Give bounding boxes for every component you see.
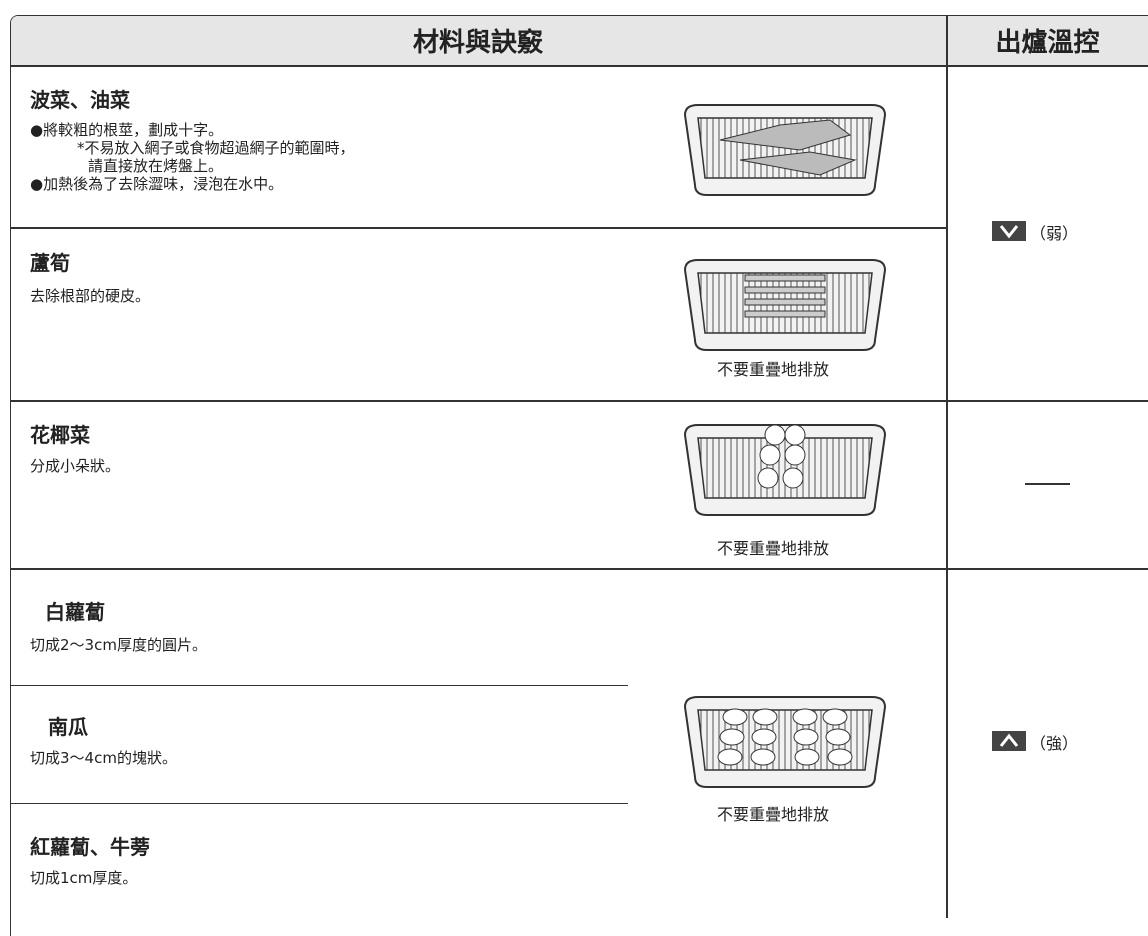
caption: 不要重疊地排放 bbox=[717, 539, 830, 558]
item-note: ●加熱後為了去除澀味，浸泡在水中。 bbox=[30, 175, 284, 193]
item-note: 去除根部的硬皮。 bbox=[30, 287, 151, 305]
row-rule bbox=[10, 227, 946, 229]
item-name: 紅蘿蔔、牛蒡 bbox=[30, 835, 150, 859]
no-control-dash bbox=[1025, 483, 1070, 485]
tray-illustration bbox=[680, 682, 890, 792]
item-note: *不易放入網子或食物超過網子的範圍時， bbox=[77, 139, 355, 157]
control-label: （強） bbox=[1030, 734, 1079, 753]
tray-illustration bbox=[680, 90, 890, 200]
sub-rule bbox=[10, 803, 628, 804]
table-frame bbox=[10, 15, 1148, 936]
caption: 不要重疊地排放 bbox=[717, 805, 830, 824]
row-rule bbox=[10, 568, 1148, 570]
tray-illustration bbox=[680, 245, 890, 355]
item-name: 蘆筍 bbox=[30, 251, 70, 275]
control-label: （弱） bbox=[1030, 224, 1079, 243]
item-note: 切成3～4cm的塊狀。 bbox=[30, 749, 177, 767]
item-note: 請直接放在烤盤上。 bbox=[88, 157, 224, 175]
header-control: 出爐溫控 bbox=[995, 28, 1100, 58]
tray-illustration bbox=[680, 410, 890, 520]
item-name: 波菜、油菜 bbox=[30, 88, 130, 112]
header-materials: 材料與訣竅 bbox=[412, 28, 543, 58]
weak-icon bbox=[992, 221, 1026, 241]
item-note: 分成小朵狀。 bbox=[30, 457, 121, 475]
item-note: 切成2～3cm厚度的圓片。 bbox=[30, 636, 207, 654]
item-note: 切成1cm厚度。 bbox=[30, 869, 138, 887]
item-name: 南瓜 bbox=[48, 715, 88, 739]
sub-rule bbox=[10, 685, 628, 686]
header-rule bbox=[10, 65, 1148, 67]
column-rule bbox=[946, 15, 948, 918]
item-name: 花椰菜 bbox=[30, 423, 90, 447]
strong-icon bbox=[992, 731, 1026, 751]
item-name: 白蘿蔔 bbox=[45, 600, 105, 624]
item-note: ●將較粗的根莖，劃成十字。 bbox=[30, 121, 224, 139]
header-bg bbox=[11, 16, 1148, 65]
caption: 不要重疊地排放 bbox=[717, 360, 830, 379]
row-rule bbox=[10, 400, 1148, 402]
